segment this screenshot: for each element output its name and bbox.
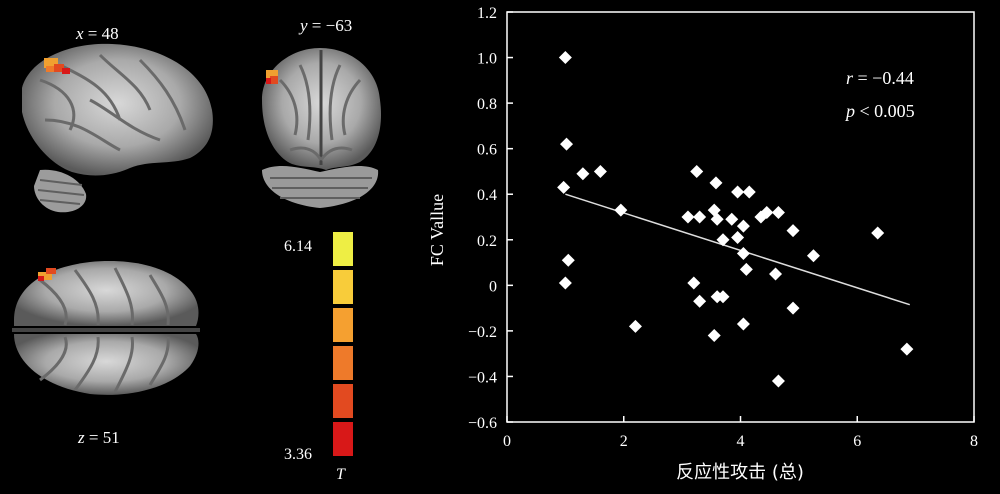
data-point [687, 276, 701, 290]
data-point [558, 276, 572, 290]
data-point [693, 294, 707, 308]
data-point [771, 205, 785, 219]
axial-label: z = 51 [78, 428, 120, 448]
colorbar [333, 232, 353, 456]
coronal-brain-slice [262, 48, 382, 208]
colorbar-swatch [333, 384, 353, 418]
y-tick-label: 0.6 [477, 142, 497, 159]
sagittal-value: = 48 [83, 24, 119, 43]
sagittal-axis: x [76, 24, 84, 43]
scatter-plot: −0.6 −0.4 −0.2 0 0.2 0.4 0.6 0.8 1.0 1.2 0 2 4 6 8 FC… [427, 5, 978, 483]
data-point [786, 301, 800, 315]
y-tick-label: 1.2 [477, 5, 497, 22]
colorbar-swatch [333, 232, 353, 266]
axial-value: = 51 [84, 428, 120, 447]
data-point [681, 210, 695, 224]
plot-frame [506, 11, 975, 423]
y-axis-label: FC Vallue [427, 194, 447, 266]
coronal-axis: y [300, 16, 308, 35]
data-points [557, 51, 914, 388]
colorbar-swatch [333, 346, 353, 380]
data-point [786, 224, 800, 238]
colorbar-max-label: 6.14 [284, 238, 312, 255]
data-point [760, 205, 774, 219]
data-point [710, 212, 724, 226]
colorbar-swatch [333, 270, 353, 304]
x-tick-label: 6 [853, 433, 861, 450]
colorbar-title: T [336, 466, 345, 483]
x-tick-label: 8 [970, 433, 978, 450]
y-tick-label: −0.2 [468, 324, 497, 341]
y-tick-label: 0.8 [477, 96, 497, 113]
y-tick-label: 0.2 [477, 233, 497, 250]
data-point [900, 342, 914, 356]
y-tick-label: 0.4 [477, 187, 497, 204]
data-point [806, 249, 820, 263]
colorbar-swatch [333, 422, 353, 456]
x-tick-label: 0 [503, 433, 511, 450]
data-point [742, 185, 756, 199]
r-symbol: r [846, 68, 854, 88]
p-annotation: p < 0.005 [844, 101, 915, 121]
coronal-label: y = −63 [300, 16, 352, 36]
r-value: = −0.44 [853, 68, 914, 88]
axial-brain-slice [12, 261, 200, 395]
data-point [560, 137, 574, 151]
data-point [628, 319, 642, 333]
y-tick-label: 0 [489, 278, 497, 295]
data-point [557, 180, 571, 194]
data-point [716, 290, 730, 304]
data-point [736, 246, 750, 260]
coronal-value: = −63 [307, 16, 353, 35]
axial-axis: z [78, 428, 85, 447]
data-point [739, 262, 753, 276]
data-point [731, 185, 745, 199]
data-point [736, 317, 750, 331]
y-tick-label: 1.0 [477, 51, 497, 68]
colorbar-swatch [333, 308, 353, 342]
x-axis-label: 反应性攻击 (总) [676, 462, 804, 483]
data-point [871, 226, 885, 240]
data-point [731, 231, 745, 244]
data-point [771, 374, 785, 388]
p-value: < 0.005 [855, 101, 915, 121]
data-point [561, 253, 575, 267]
y-tick-label: −0.6 [468, 415, 497, 432]
data-point [693, 210, 707, 224]
x-tick-label: 4 [737, 433, 745, 450]
data-point [716, 233, 730, 247]
p-symbol: p [844, 101, 855, 121]
data-point [736, 219, 750, 233]
sagittal-label: x = 48 [76, 24, 119, 44]
data-point [690, 164, 704, 178]
data-point [593, 164, 607, 178]
data-point [576, 167, 590, 181]
x-axis-ticks: 0 2 4 6 8 [503, 416, 978, 450]
colorbar-min-label: 3.36 [284, 446, 312, 463]
y-axis-ticks: −0.6 −0.4 −0.2 0 0.2 0.4 0.6 0.8 1.0 1.2 [468, 5, 513, 432]
data-point [614, 203, 628, 217]
x-tick-label: 2 [620, 433, 628, 450]
y-tick-label: −0.4 [468, 369, 497, 386]
sagittal-brain-slice [22, 43, 213, 213]
data-point [709, 176, 723, 190]
data-point [769, 267, 783, 281]
r-annotation: r = −0.44 [846, 68, 914, 88]
data-point [558, 51, 572, 65]
data-point [725, 212, 739, 226]
data-point [707, 328, 721, 342]
